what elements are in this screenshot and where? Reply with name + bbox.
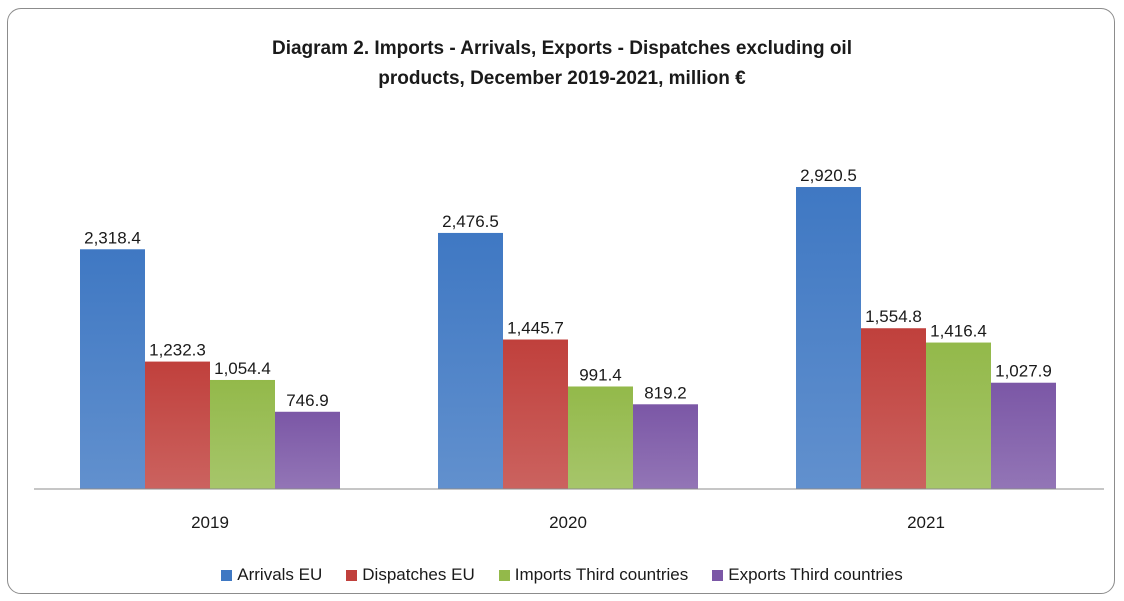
data-label-imports-third-countries-2021: 1,416.4 [930,322,987,341]
data-label-arrivals-eu-2020: 2,476.5 [442,212,499,231]
bar-arrivals-eu-2021 [796,187,861,489]
bar-imports-third-countries-2020 [568,386,633,489]
data-label-arrivals-eu-2019: 2,318.4 [84,228,141,247]
data-label-exports-third-countries-2019: 746.9 [286,391,329,410]
legend-swatch [712,569,724,581]
bar-exports-third-countries-2021 [991,382,1056,489]
x-tick-label-2021: 2021 [907,513,945,532]
bar-exports-third-countries-2020 [633,404,698,489]
bar-arrivals-eu-2020 [438,232,503,489]
legend-item-dispatches-eu: Dispatches EU [346,565,475,585]
data-label-arrivals-eu-2021: 2,920.5 [800,166,857,185]
bar-dispatches-eu-2019 [145,361,210,489]
legend-item-imports-third-countries: Imports Third countries [498,565,689,585]
x-tick-label-2019: 2019 [191,513,229,532]
legend-label: Exports Third countries [728,565,903,584]
chart-title: Diagram 2. Imports - Arrivals, Exports -… [0,34,1124,94]
chart-title-line-1: Diagram 2. Imports - Arrivals, Exports -… [271,38,852,59]
bar-imports-third-countries-2021 [926,342,991,489]
bar-dispatches-eu-2021 [861,328,926,489]
data-label-imports-third-countries-2019: 1,054.4 [214,359,271,378]
bar-imports-third-countries-2019 [210,379,275,489]
legend-item-exports-third-countries: Exports Third countries [712,565,903,585]
legend-swatch [498,569,510,581]
bar-dispatches-eu-2020 [503,339,568,489]
bar-exports-third-countries-2019 [275,411,340,489]
legend-swatch [346,569,358,581]
bar-arrivals-eu-2019 [80,249,145,489]
chart-title-line-2: products, December 2019-2021, million € [378,68,746,89]
legend-item-arrivals-eu: Arrivals EU [221,565,322,585]
data-label-exports-third-countries-2021: 1,027.9 [995,362,1052,381]
x-tick-label-2020: 2020 [549,513,587,532]
chart-frame [7,8,1115,594]
data-label-dispatches-eu-2019: 1,232.3 [149,341,206,360]
legend-swatch [221,569,233,581]
data-label-imports-third-countries-2020: 991.4 [579,365,622,384]
data-label-dispatches-eu-2020: 1,445.7 [507,319,564,338]
legend-label: Arrivals EU [237,565,323,584]
chart-legend: Arrivals EU Dispatches EU Imports Third co… [0,565,1124,585]
data-label-dispatches-eu-2021: 1,554.8 [865,307,922,326]
legend-label: Imports Third countries [514,565,689,584]
data-label-exports-third-countries-2020: 819.2 [644,383,687,402]
legend-label: Dispatches EU [362,565,475,584]
